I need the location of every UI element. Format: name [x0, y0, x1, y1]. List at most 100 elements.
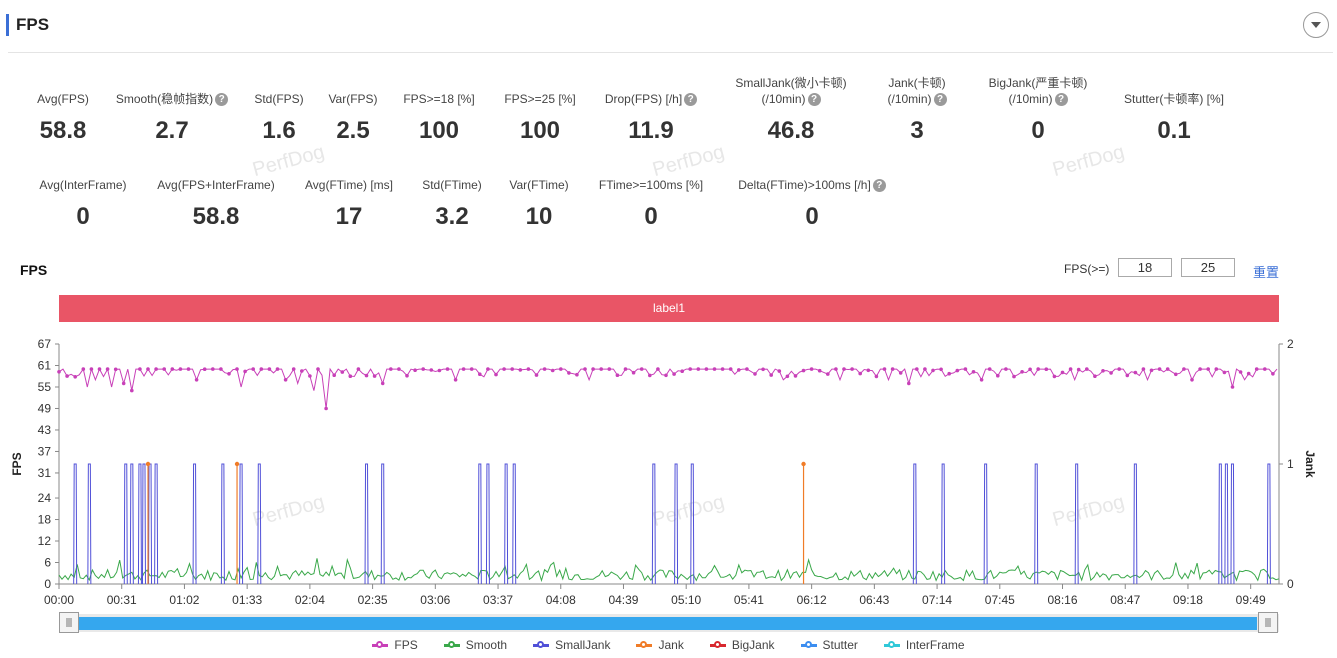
label-band[interactable]: label1 — [59, 295, 1279, 322]
fps-point — [842, 367, 846, 371]
smalljank-spike — [137, 463, 142, 585]
legend-item[interactable]: Stutter — [800, 638, 858, 652]
fps-point — [251, 367, 255, 371]
collapse-button[interactable] — [1303, 12, 1329, 38]
x-tick-label: 07:45 — [985, 593, 1015, 607]
range-slider-right-handle[interactable] — [1258, 612, 1278, 633]
legend-swatch-icon — [883, 640, 900, 648]
fps-point — [672, 372, 676, 376]
threshold-input-2[interactable] — [1181, 258, 1235, 277]
legend-item[interactable]: Smooth — [443, 638, 507, 652]
stat-stats_row1-3: Var(FPS) 2.5 — [263, 91, 443, 145]
x-tick-label: 06:43 — [859, 593, 889, 607]
fps-point — [453, 378, 458, 382]
fps-point — [389, 367, 393, 371]
fps-point — [567, 371, 571, 375]
smalljank-spike — [512, 463, 517, 585]
stat-value: 58.8 — [192, 203, 240, 230]
fps-point — [1246, 371, 1251, 376]
fps-point — [712, 367, 717, 371]
legend-item[interactable]: InterFrame — [883, 638, 965, 652]
stat-value: 2.7 — [155, 117, 189, 144]
y-tick-label: 49 — [38, 401, 52, 415]
legend-label: FPS — [394, 638, 418, 652]
y-tick-label: 37 — [38, 444, 52, 458]
stat-label: FPS>=25 [%] — [504, 92, 576, 106]
fps-point — [761, 367, 765, 372]
range-slider-left-handle[interactable] — [59, 612, 79, 633]
stat-label: Std(FTime) — [422, 178, 482, 192]
smalljank-spike — [148, 463, 153, 585]
fps-point — [494, 372, 498, 377]
fps-point — [380, 381, 385, 386]
fps-point — [372, 374, 377, 378]
stat-label: BigJank(严重卡顿) — [988, 76, 1088, 90]
range-slider-fill[interactable] — [79, 617, 1257, 630]
fps-point — [57, 370, 61, 374]
help-icon[interactable]: ? — [215, 93, 229, 107]
y2-tick-label: 0 — [1287, 577, 1294, 591]
fps-point — [753, 372, 757, 376]
y-tick-label: 61 — [38, 358, 52, 372]
threshold-input-1[interactable] — [1118, 258, 1172, 277]
legend-item[interactable]: Jank — [636, 638, 684, 652]
smalljank-spike — [87, 463, 92, 585]
stat-label: Avg(FPS) — [37, 92, 89, 106]
y2-tick-label: 1 — [1287, 457, 1294, 471]
fps-point — [931, 368, 935, 373]
help-icon[interactable]: ? — [1054, 93, 1068, 107]
legend-item[interactable]: FPS — [372, 638, 418, 652]
x-tick-label: 01:33 — [232, 593, 262, 607]
stat-label: Stutter(卡顿率) [%] — [1123, 92, 1224, 106]
fps-point — [639, 367, 644, 371]
x-tick-label: 02:04 — [295, 593, 325, 607]
help-icon[interactable]: ? — [872, 179, 886, 193]
fps-point — [996, 373, 1000, 378]
stat-label: Smooth(稳帧指数)? — [82, 91, 262, 107]
help-icon[interactable]: ? — [684, 93, 698, 107]
y-axis-title: FPS — [10, 452, 24, 475]
help-icon[interactable]: ? — [807, 93, 821, 107]
fps-point — [170, 367, 175, 371]
fps-point — [826, 372, 830, 376]
fps-point — [737, 368, 741, 372]
fps-point — [607, 367, 612, 371]
legend-item[interactable]: SmallJank — [533, 638, 610, 652]
reset-link[interactable]: 重置 — [1253, 265, 1280, 280]
fps-point — [518, 368, 523, 372]
fps-point — [1190, 378, 1194, 382]
fps-point — [348, 374, 353, 378]
fps-point — [971, 370, 976, 374]
fps-point — [745, 367, 749, 371]
fps-point — [105, 367, 110, 371]
fps-point — [1076, 367, 1081, 372]
stat-label: SmallJank(微小卡顿) — [735, 76, 847, 90]
fps-point — [267, 367, 272, 371]
fps-point — [73, 375, 77, 379]
y-tick-label: 67 — [38, 337, 52, 351]
stat-label: Var(FPS) — [328, 92, 378, 106]
help-icon[interactable]: ? — [933, 93, 947, 107]
stat-label: FPS>=18 [%] — [403, 92, 475, 106]
y-tick-label: 24 — [38, 491, 52, 505]
smalljank-spike — [1266, 463, 1271, 585]
fps-point — [550, 368, 555, 373]
fps-point — [1165, 367, 1170, 371]
legend-swatch-icon — [800, 640, 817, 648]
stat-label: Delta(FTime)>100ms [/h]? — [722, 177, 902, 193]
fps-point — [1230, 385, 1235, 389]
smalljank-spike — [239, 463, 244, 585]
fps-point — [720, 367, 725, 371]
smalljank-spike — [129, 463, 134, 585]
fps-point — [478, 372, 482, 376]
stat-label-unit: (/10min)? — [701, 91, 881, 107]
fps-point — [1020, 370, 1024, 374]
fps-point — [963, 367, 968, 371]
stat-label: Drop(FPS) [/h]? — [561, 91, 741, 107]
legend-item[interactable]: BigJank — [709, 638, 775, 652]
fps-point — [332, 373, 337, 377]
fps-point — [575, 372, 579, 377]
fps-point — [211, 367, 215, 371]
fps-point — [1012, 374, 1016, 379]
